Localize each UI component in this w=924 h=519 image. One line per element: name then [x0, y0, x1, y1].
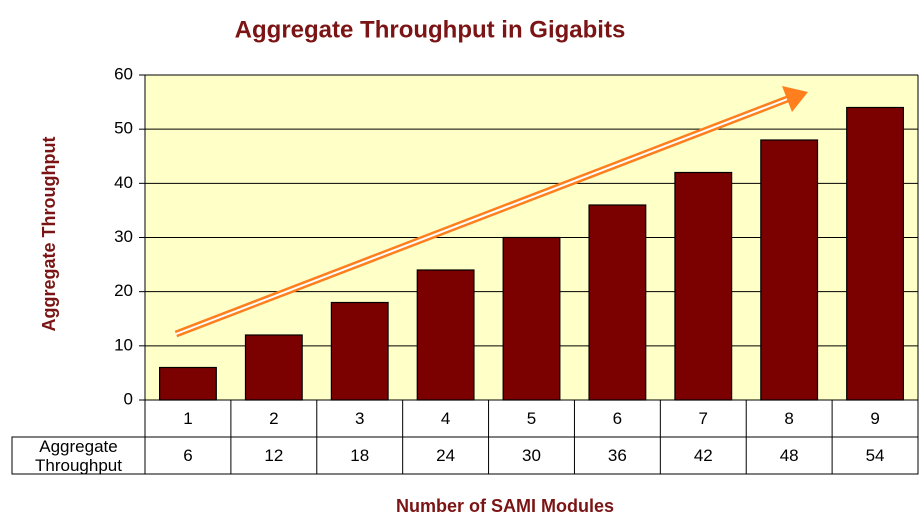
bar: [760, 139, 819, 401]
x-tick-label: 9: [870, 409, 879, 428]
bar: [159, 366, 217, 401]
y-tick-label: 0: [124, 389, 133, 408]
y-tick-label: 30: [114, 227, 133, 246]
x-tick-label: 3: [355, 409, 364, 428]
x-tick-label: 1: [183, 409, 192, 428]
row-label: Aggregate Throughput: [35, 437, 122, 474]
row-label-box: Aggregate Throughput: [35, 437, 122, 474]
table-value: 24: [436, 446, 455, 465]
table-value: 54: [866, 446, 885, 465]
y-tick-label: 40: [114, 173, 133, 192]
x-tick-label: 7: [699, 409, 708, 428]
bar: [674, 171, 733, 401]
x-tick-label: 5: [527, 409, 536, 428]
x-tick-label: 8: [784, 409, 793, 428]
bar: [244, 334, 303, 401]
y-tick-label: 60: [114, 64, 133, 83]
table-value: 36: [608, 446, 627, 465]
chart-title: Aggregate Throughput in Gigabits: [235, 16, 626, 43]
bar: [846, 106, 904, 401]
arrow-head: [782, 86, 808, 112]
table-value: 48: [780, 446, 799, 465]
y-tick-label: 20: [114, 281, 133, 300]
x-axis-title: Number of SAMI Modules: [396, 496, 614, 516]
bar: [416, 269, 475, 401]
table-values: [11, 436, 919, 475]
y-tick-label: 10: [114, 335, 133, 354]
table-value: 42: [694, 446, 713, 465]
y-tick-label: 50: [114, 119, 133, 138]
x-tick-label: 4: [441, 409, 450, 428]
bar: [502, 236, 561, 401]
x-tick-label: 6: [613, 409, 622, 428]
x-tick-label: 2: [269, 409, 278, 428]
arrow-inner: [175, 97, 791, 335]
table-value: 18: [350, 446, 369, 465]
table-value: 6: [183, 446, 192, 465]
trend-arrow: [174, 86, 808, 338]
y-axis-title: Aggregate Throughput: [39, 137, 59, 332]
bar: [588, 204, 647, 401]
table-value: 30: [522, 446, 541, 465]
bar: [330, 301, 389, 401]
table-value: 12: [264, 446, 283, 465]
plot-layer: [144, 74, 919, 401]
